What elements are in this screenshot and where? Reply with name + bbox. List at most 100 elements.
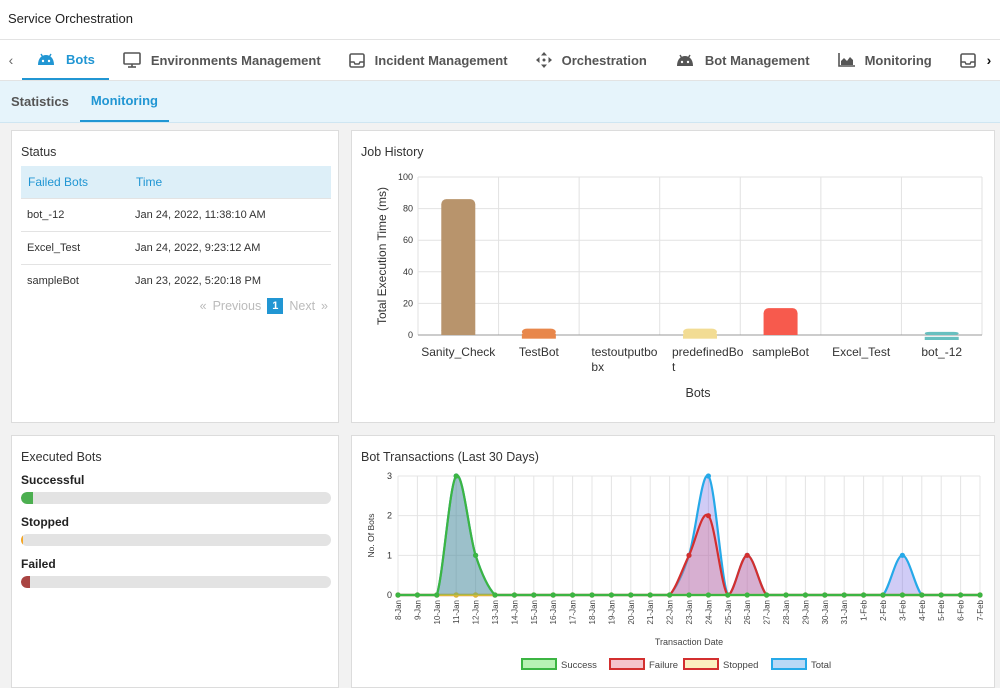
data-point xyxy=(880,592,886,598)
data-point xyxy=(414,592,420,598)
previous-chevron-icon[interactable]: « xyxy=(199,299,207,313)
failed-progress-fill xyxy=(21,576,31,588)
x-tick-label: 31-Jan xyxy=(840,600,849,624)
table-row[interactable]: sampleBot Jan 23, 2022, 5:20:18 PM xyxy=(21,263,331,297)
tab-orchestration[interactable]: Orchestration xyxy=(522,40,661,80)
y-tick-label: 20 xyxy=(403,298,413,308)
data-point xyxy=(434,592,440,598)
panel-title: Bot Transactions (Last 30 Days) xyxy=(361,450,539,464)
x-tick-label: 8-Jan xyxy=(394,600,403,620)
cell-bot: sampleBot xyxy=(21,263,129,297)
data-point xyxy=(686,552,692,558)
previous-page-link[interactable]: Previous xyxy=(212,299,262,313)
y-tick-label: 0 xyxy=(408,330,413,340)
tab-monitoring[interactable]: Monitoring xyxy=(824,40,946,80)
table-row[interactable]: bot_-12 Jan 24, 2022, 11:38:10 AM xyxy=(21,197,331,231)
series-area-success xyxy=(398,475,980,595)
bot-transactions-panel: Bot Transactions (Last 30 Days) 0 1 2 3 8-Ja… xyxy=(351,435,995,688)
bar-base xyxy=(924,336,959,340)
column-header-failed-bots[interactable]: Failed Bots xyxy=(21,166,129,198)
x-tick-label: Excel_Test xyxy=(832,345,891,359)
x-tick-label: 11-Jan xyxy=(452,600,461,624)
tab-label: Bots xyxy=(66,51,95,67)
data-point xyxy=(511,592,517,598)
x-tick-label: 10-Jan xyxy=(433,600,442,624)
stopped-progress-fill xyxy=(21,534,24,546)
successful-progress-fill xyxy=(21,492,34,504)
tab-bots[interactable]: Bots xyxy=(22,40,109,80)
x-tick-label: 12-Jan xyxy=(472,600,481,624)
data-point xyxy=(628,592,634,598)
subtab-monitoring[interactable]: Monitoring xyxy=(79,80,169,122)
data-point xyxy=(705,592,711,598)
failed-label: Failed xyxy=(21,557,56,571)
data-point xyxy=(861,592,867,598)
data-point xyxy=(395,592,401,598)
x-tick-label: Sanity_Check xyxy=(421,345,496,359)
x-tick-label: 14-Jan xyxy=(510,600,519,624)
successful-label: Successful xyxy=(21,473,85,487)
status-panel: Status Failed Bots Time bot_-12 Jan 24, … xyxy=(11,130,339,423)
y-tick-label: 40 xyxy=(403,267,413,277)
y-tick-label: 80 xyxy=(403,204,413,214)
inbox-icon xyxy=(348,52,365,68)
x-tick-label: 28-Jan xyxy=(782,600,791,624)
monitor-icon xyxy=(123,52,141,68)
bar xyxy=(521,328,556,335)
tabs-scroll-right-icon[interactable]: › xyxy=(978,40,1000,80)
subtab-statistics[interactable]: Statistics xyxy=(11,93,69,109)
data-point xyxy=(764,592,770,598)
stopped-label: Stopped xyxy=(21,515,69,529)
data-point xyxy=(608,592,614,598)
successful-progress-bar xyxy=(21,492,331,504)
x-tick-label: predefinedBo xyxy=(672,345,744,359)
bar-base xyxy=(441,330,476,335)
current-page-button[interactable]: 1 xyxy=(267,298,284,314)
data-point xyxy=(744,552,750,558)
data-point xyxy=(744,592,750,598)
bar-base xyxy=(521,333,556,339)
data-point xyxy=(589,592,595,598)
cell-time: Jan 23, 2022, 5:20:18 PM xyxy=(129,263,331,297)
data-point xyxy=(492,592,498,598)
app-title: Service Orchestration xyxy=(0,0,1000,40)
x-tick-label: 9-Jan xyxy=(413,600,422,620)
cell-time: Jan 24, 2022, 9:23:12 AM xyxy=(129,230,331,264)
bar-base xyxy=(763,330,798,335)
tab-bot-management[interactable]: Bot Management xyxy=(661,40,824,80)
android-icon xyxy=(676,54,693,66)
data-point xyxy=(473,592,479,598)
next-page-link[interactable]: Next xyxy=(289,299,316,313)
next-chevron-icon[interactable]: » xyxy=(321,299,328,313)
x-tick-label: 27-Jan xyxy=(763,600,772,624)
x-tick-label: 15-Jan xyxy=(530,600,539,624)
cell-bot: bot_-12 xyxy=(21,197,129,231)
column-header-time[interactable]: Time xyxy=(129,166,331,198)
tab-incident-management[interactable]: Incident Management xyxy=(335,40,522,80)
panel-title: Executed Bots xyxy=(21,450,102,464)
data-point xyxy=(802,592,808,598)
tab-environments-management[interactable]: Environments Management xyxy=(109,40,335,80)
x-tick-label: 20-Jan xyxy=(627,600,636,624)
tab-label: Bot Management xyxy=(704,52,810,68)
x-tick-label: 29-Jan xyxy=(801,600,810,624)
data-point xyxy=(647,592,653,598)
data-point xyxy=(725,592,731,598)
x-tick-label: bot_-12 xyxy=(921,345,962,359)
tab-label: Environments Management xyxy=(150,52,321,68)
x-tick-label: 24-Jan xyxy=(704,600,713,624)
tab-overflow[interactable] xyxy=(946,40,1000,80)
tabs-scroll-left-icon[interactable]: ‹ xyxy=(8,52,14,68)
table-header-row: Failed Bots Time xyxy=(21,166,331,198)
legend-label-stopped: Stopped xyxy=(723,660,758,671)
job-history-chart: 0 20 40 60 80 100 Sanity_Check TestBot testoutpu… xyxy=(375,172,983,400)
x-tick-label: 3-Feb xyxy=(898,599,907,620)
table-row[interactable]: Excel_Test Jan 24, 2022, 9:23:12 AM xyxy=(21,230,331,264)
x-tick-label: 19-Jan xyxy=(607,600,616,624)
x-tick-label: TestBot xyxy=(519,345,560,359)
x-tick-label: 30-Jan xyxy=(821,600,830,624)
data-point xyxy=(977,592,983,598)
legend-swatch xyxy=(683,658,719,670)
x-tick-label: 23-Jan xyxy=(685,600,694,624)
data-point xyxy=(958,592,964,598)
